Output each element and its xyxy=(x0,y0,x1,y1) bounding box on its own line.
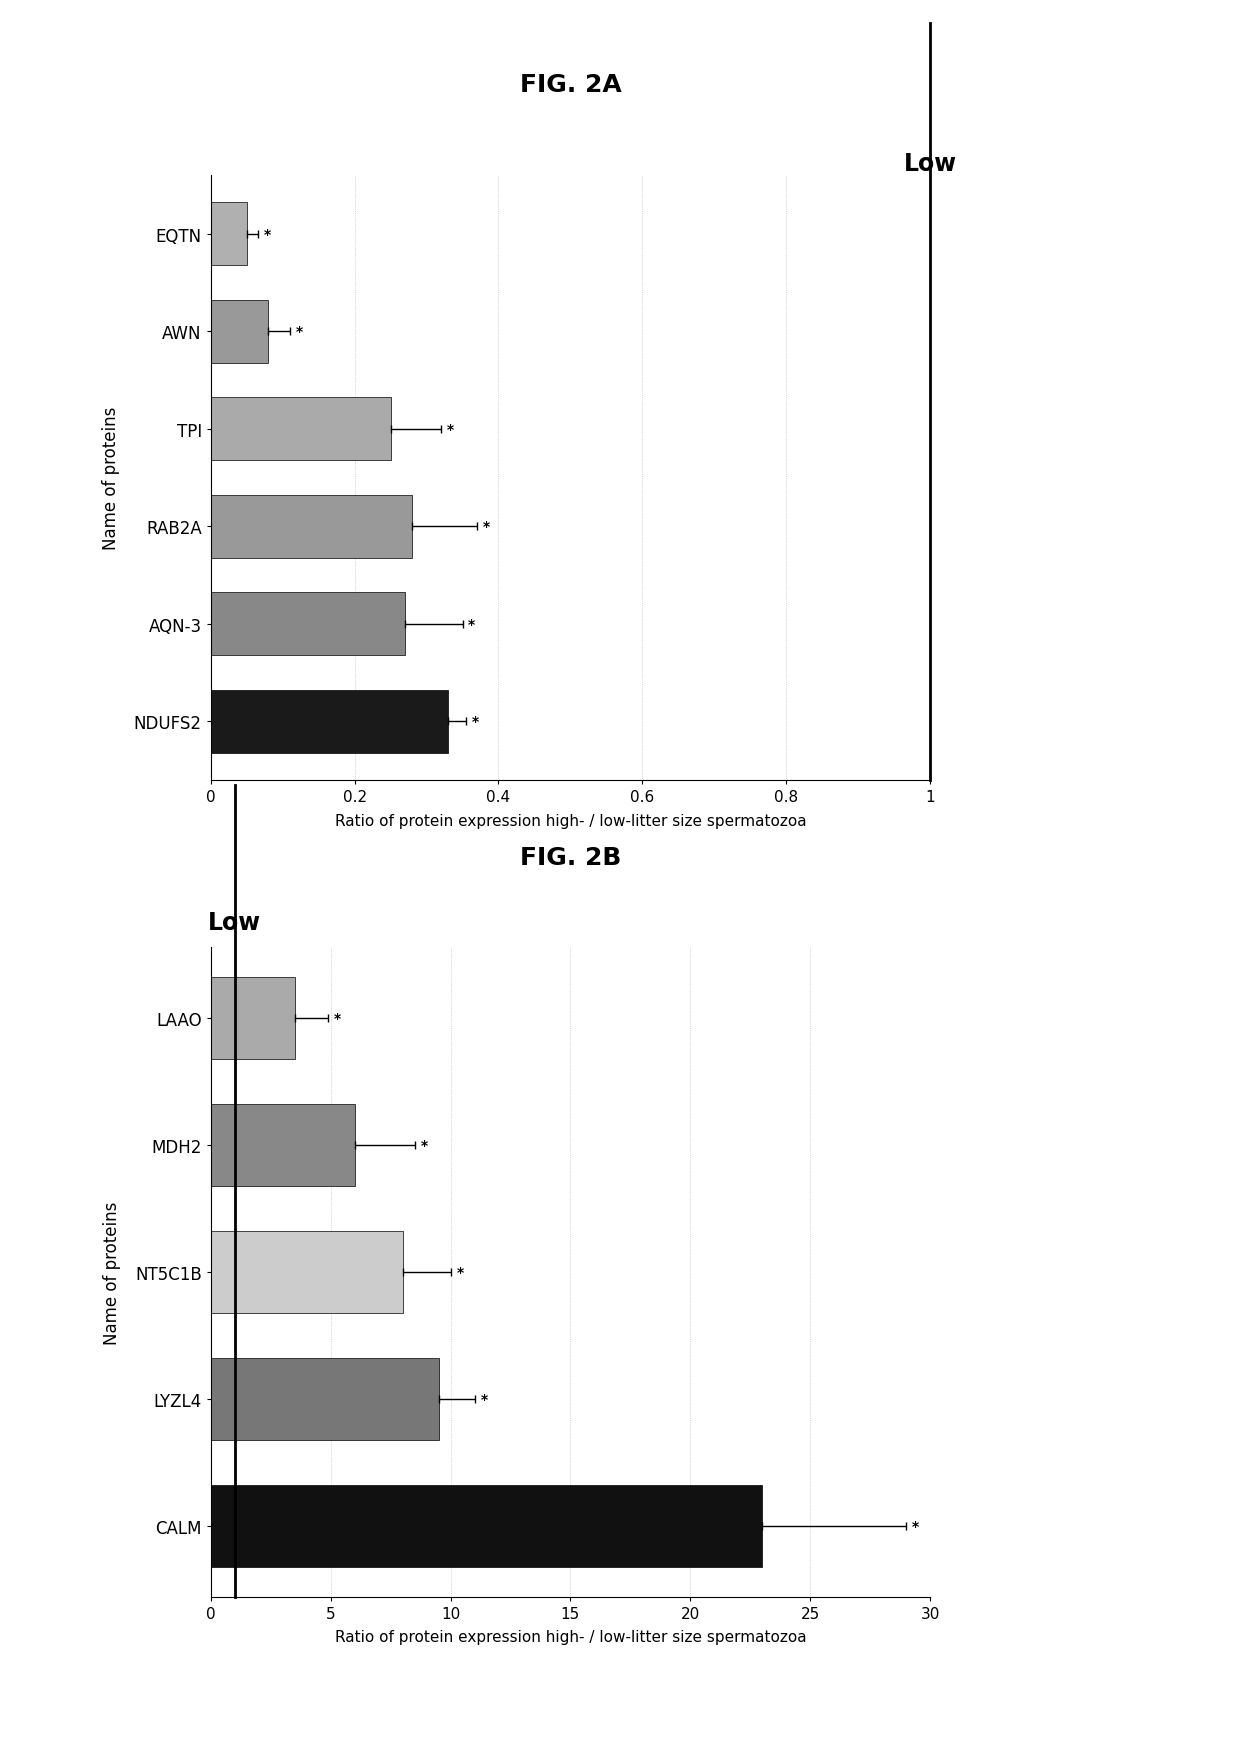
X-axis label: Ratio of protein expression high- / low-litter size spermatozoa: Ratio of protein expression high- / low-… xyxy=(335,1629,806,1644)
Bar xyxy=(211,978,295,1060)
X-axis label: Ratio of protein expression high- / low-litter size spermatozoa: Ratio of protein expression high- / low-… xyxy=(335,813,806,828)
Title: FIG. 2B: FIG. 2B xyxy=(520,846,621,869)
Bar xyxy=(211,1358,439,1441)
Text: Low: Low xyxy=(904,153,956,176)
Bar xyxy=(211,1230,403,1314)
Text: *: * xyxy=(446,423,454,437)
Bar xyxy=(211,690,448,753)
Text: *: * xyxy=(335,1011,341,1025)
Text: *: * xyxy=(913,1520,919,1534)
Text: Low: Low xyxy=(208,911,262,935)
Y-axis label: Name of proteins: Name of proteins xyxy=(103,1200,122,1344)
Text: *: * xyxy=(263,228,270,242)
Text: *: * xyxy=(482,519,490,534)
Bar xyxy=(211,495,412,558)
Y-axis label: Name of proteins: Name of proteins xyxy=(102,407,120,549)
Text: *: * xyxy=(472,714,479,728)
Bar xyxy=(211,300,268,363)
Bar xyxy=(211,398,391,462)
Title: FIG. 2A: FIG. 2A xyxy=(520,74,621,97)
Text: *: * xyxy=(295,325,303,339)
Bar xyxy=(211,593,405,656)
Bar xyxy=(211,1104,355,1186)
Text: *: * xyxy=(481,1392,487,1406)
Text: *: * xyxy=(420,1139,428,1153)
Bar xyxy=(211,1485,763,1567)
Text: *: * xyxy=(469,618,475,632)
Text: *: * xyxy=(456,1265,464,1279)
Bar xyxy=(211,204,247,267)
